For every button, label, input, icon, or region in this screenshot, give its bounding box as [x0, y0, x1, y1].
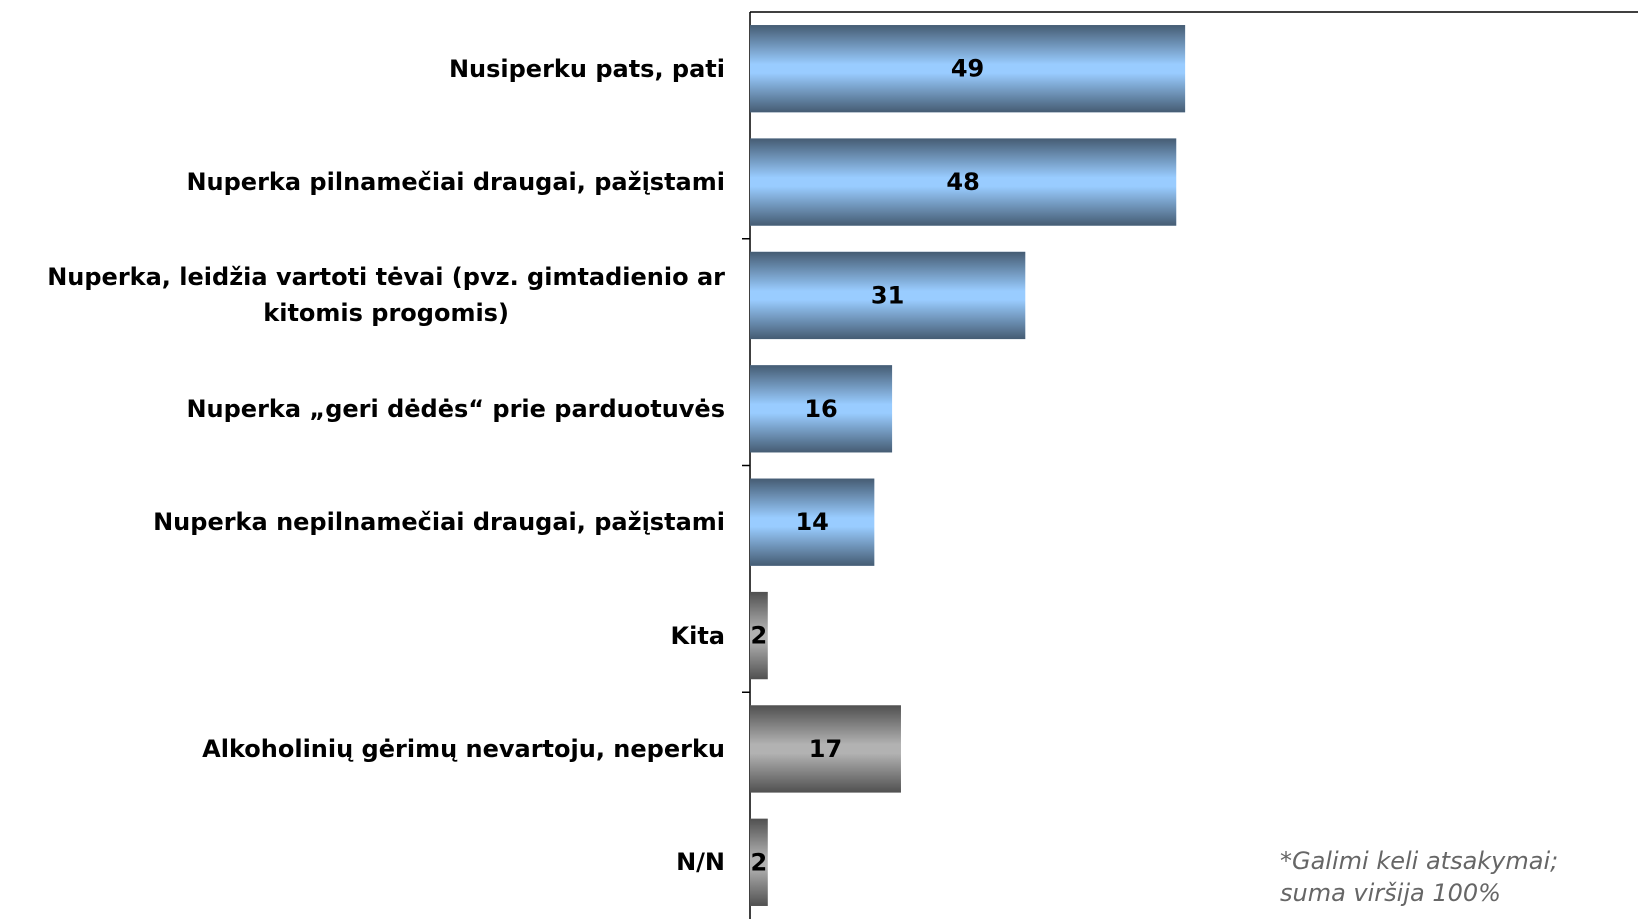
- footnote: *Galimi keli atsakymai; suma viršija 100…: [1280, 847, 1559, 907]
- bar-shade: [750, 478, 875, 566]
- bar-shade: [750, 705, 901, 793]
- bar-shade: [750, 365, 893, 453]
- value-label: 2: [751, 622, 768, 650]
- value-label: 16: [804, 395, 837, 423]
- category-label: Alkoholinių gėrimų nevartoju, neperku: [202, 734, 725, 763]
- bar-shade: [750, 138, 1177, 226]
- value-label: 48: [946, 168, 979, 196]
- category-label: Kita: [670, 621, 726, 650]
- bar-shade: [750, 591, 768, 680]
- bar-shade: [750, 25, 1186, 113]
- category-label: Nuperka nepilnamečiai draugai, pažįstami: [153, 508, 725, 537]
- bar-shade: [750, 818, 768, 906]
- value-label: 2: [751, 848, 768, 876]
- category-label: Nuperka pilnamečiai draugai, pažįstami: [186, 168, 725, 197]
- category-label: Nuperka „geri dėdės“ prie parduotuvės: [186, 394, 725, 423]
- category-label: N/N: [676, 848, 725, 877]
- bar-shade: [750, 251, 1026, 340]
- value-label: 17: [809, 735, 842, 763]
- value-label: 14: [795, 508, 828, 536]
- category-label: Nuperka, leidžia vartoti tėvai (pvz. gim…: [47, 263, 725, 328]
- value-label: 31: [871, 281, 904, 309]
- category-label: Nusiperku pats, pati: [448, 54, 725, 83]
- value-label: 49: [951, 55, 984, 83]
